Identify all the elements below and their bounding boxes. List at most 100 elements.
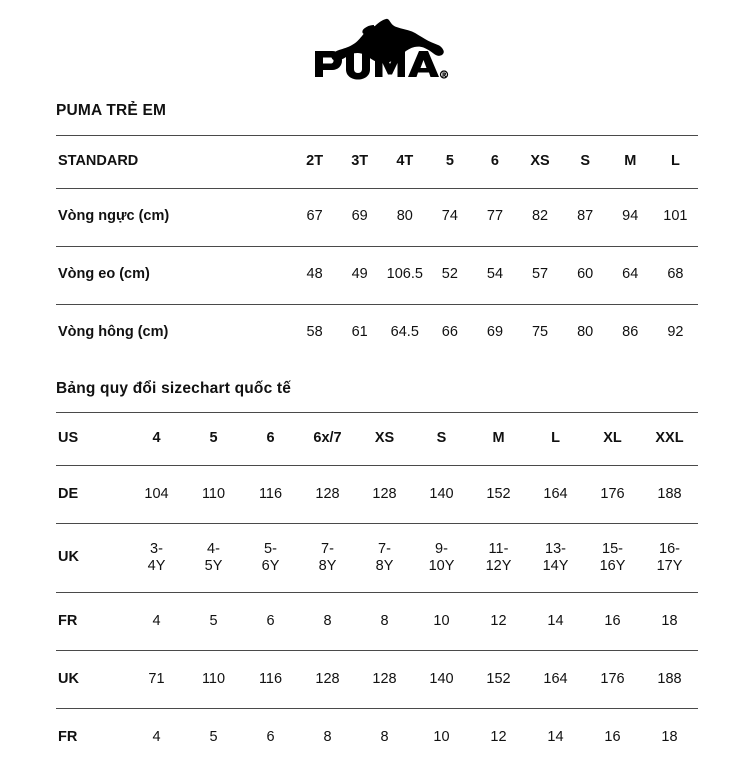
column-header-intl-xl: XL [603, 430, 622, 447]
cell-uk-age-8: 15- 16Y [599, 540, 626, 575]
table-row: Vòng ngực (cm) 67 69 80 74 77 82 87 94 1… [56, 188, 698, 246]
cell-uk-num-9: 188 [657, 670, 682, 687]
cell-de-5: 140 [429, 485, 454, 502]
cell-fr1-6: 12 [490, 612, 507, 629]
puma-logo-icon [315, 18, 449, 80]
table-row: FR 4 5 6 8 8 10 12 14 16 18 [56, 708, 698, 766]
column-header-standard: STANDARD [58, 152, 139, 169]
cell-waist-5: 52 [441, 266, 458, 283]
column-header-us: US [58, 430, 79, 447]
cell-hip-6: 69 [486, 324, 504, 341]
row-label-uk-num: UK [58, 670, 79, 687]
cell-fr1-0: 4 [152, 612, 161, 629]
column-header-intl-m: M [492, 430, 505, 447]
column-header-intl-6: 6 [266, 430, 275, 447]
column-header-s: S [580, 152, 590, 169]
cell-hip-5: 66 [441, 324, 458, 341]
row-label-fr-1: FR [58, 612, 78, 629]
cell-fr2-4: 8 [380, 728, 389, 745]
cell-hip-4t: 64.5 [390, 324, 419, 341]
tables-container: PUMA TRẺ EM STANDARD 2T 3T 4T 5 6 XS S M… [56, 96, 698, 766]
cell-uk-age-2: 5- 6Y [261, 540, 280, 575]
cell-waist-m: 64 [622, 266, 639, 283]
cell-chest-5: 74 [441, 208, 458, 225]
cell-chest-s: 87 [577, 208, 594, 225]
column-header-xs: XS [530, 152, 550, 169]
section-title-kids: PUMA TRẺ EM [56, 102, 167, 119]
table-row: UK 3- 4Y 4- 5Y 5- 6Y 7- 8Y 7- 8Y 9- 10Y … [56, 523, 698, 593]
cell-fr1-4: 8 [380, 612, 389, 629]
column-header-6: 6 [490, 152, 499, 169]
cell-fr2-2: 6 [266, 728, 275, 745]
column-header-3t: 3T [351, 152, 369, 169]
table-row: Vòng hông (cm) 58 61 64.5 66 69 75 80 86… [56, 304, 698, 362]
cell-uk-num-7: 164 [543, 670, 568, 687]
column-header-intl-5: 5 [209, 430, 218, 447]
column-header-2t: 2T [306, 152, 324, 169]
row-label-chest: Vòng ngực (cm) [58, 208, 170, 225]
cell-fr1-8: 16 [604, 612, 621, 629]
cell-fr1-9: 18 [661, 612, 678, 629]
column-header-intl-xxl: XXL [655, 430, 684, 447]
cell-de-7: 164 [543, 485, 568, 502]
cell-uk-age-7: 13- 14Y [542, 540, 569, 575]
column-header-intl-4: 4 [152, 430, 161, 447]
table-row: Vòng eo (cm) 48 49 106.5 52 54 57 60 64 … [56, 246, 698, 304]
cell-de-4: 128 [372, 485, 397, 502]
table-row: DE 104 110 116 128 128 140 152 164 176 1… [56, 465, 698, 524]
table-row: FR 4 5 6 8 8 10 12 14 16 18 [56, 592, 698, 651]
cell-fr2-5: 10 [433, 728, 450, 745]
cell-fr2-7: 14 [547, 728, 564, 745]
row-label-waist: Vòng eo (cm) [58, 266, 150, 283]
cell-uk-num-2: 116 [258, 670, 283, 687]
cell-uk-num-3: 128 [315, 670, 340, 687]
cell-uk-num-6: 152 [486, 670, 511, 687]
cell-waist-2t: 48 [306, 266, 323, 283]
cell-uk-num-8: 176 [600, 670, 625, 687]
size-chart-page: PUMA TRẺ EM STANDARD 2T 3T 4T 5 6 XS S M… [56, 18, 698, 745]
cell-de-9: 188 [657, 485, 682, 502]
cell-fr2-9: 18 [661, 728, 678, 745]
cell-waist-6: 54 [486, 266, 504, 283]
cell-waist-xs: 57 [531, 266, 549, 283]
cell-waist-4t: 106.5 [386, 266, 423, 283]
cell-de-0: 104 [144, 485, 169, 502]
cell-hip-3t: 61 [351, 324, 368, 341]
cell-uk-age-0: 3- 4Y [147, 540, 166, 575]
column-header-5: 5 [445, 152, 454, 169]
cell-uk-age-3: 7- 8Y [318, 540, 337, 575]
cell-uk-num-1: 110 [201, 670, 226, 687]
column-header-intl-xs: XS [374, 430, 395, 447]
cell-de-1: 110 [201, 485, 226, 502]
cell-uk-age-4: 7- 8Y [375, 540, 394, 575]
cell-chest-xs: 82 [531, 208, 549, 225]
column-header-intl-6x7: 6x/7 [313, 430, 342, 447]
cell-chest-l: 101 [663, 208, 688, 225]
cell-uk-age-6: 11- 12Y [485, 540, 512, 575]
column-header-intl-l: L [551, 430, 560, 447]
cell-chest-4t: 80 [396, 208, 413, 225]
cell-hip-m: 86 [622, 324, 639, 341]
cell-uk-num-4: 128 [372, 670, 397, 687]
cell-de-3: 128 [315, 485, 340, 502]
cell-chest-3t: 69 [351, 208, 368, 225]
cell-uk-age-9: 16- 17Y [656, 540, 683, 575]
cell-uk-age-5: 9- 10Y [428, 540, 455, 575]
section-title-international: Bảng quy đổi sizechart quốc tế [56, 379, 292, 397]
cell-hip-l: 92 [667, 324, 684, 341]
cell-fr2-8: 16 [604, 728, 621, 745]
column-header-l: L [670, 152, 680, 169]
cell-de-6: 152 [486, 485, 511, 502]
cell-de-2: 116 [258, 485, 283, 502]
cell-fr1-2: 6 [266, 612, 275, 629]
cell-hip-s: 80 [577, 324, 594, 341]
cell-fr2-6: 12 [490, 728, 507, 745]
row-label-uk-age: UK [58, 549, 79, 566]
cell-fr2-0: 4 [152, 728, 161, 745]
cell-de-8: 176 [600, 485, 625, 502]
international-conversion-table: US 4 5 6 6x/7 XS S M L XL XXL DE 104 110 [56, 412, 698, 766]
cell-fr2-1: 5 [209, 728, 218, 745]
cell-fr1-7: 14 [547, 612, 564, 629]
column-header-m: M [624, 152, 637, 169]
cell-chest-m: 94 [622, 208, 639, 225]
